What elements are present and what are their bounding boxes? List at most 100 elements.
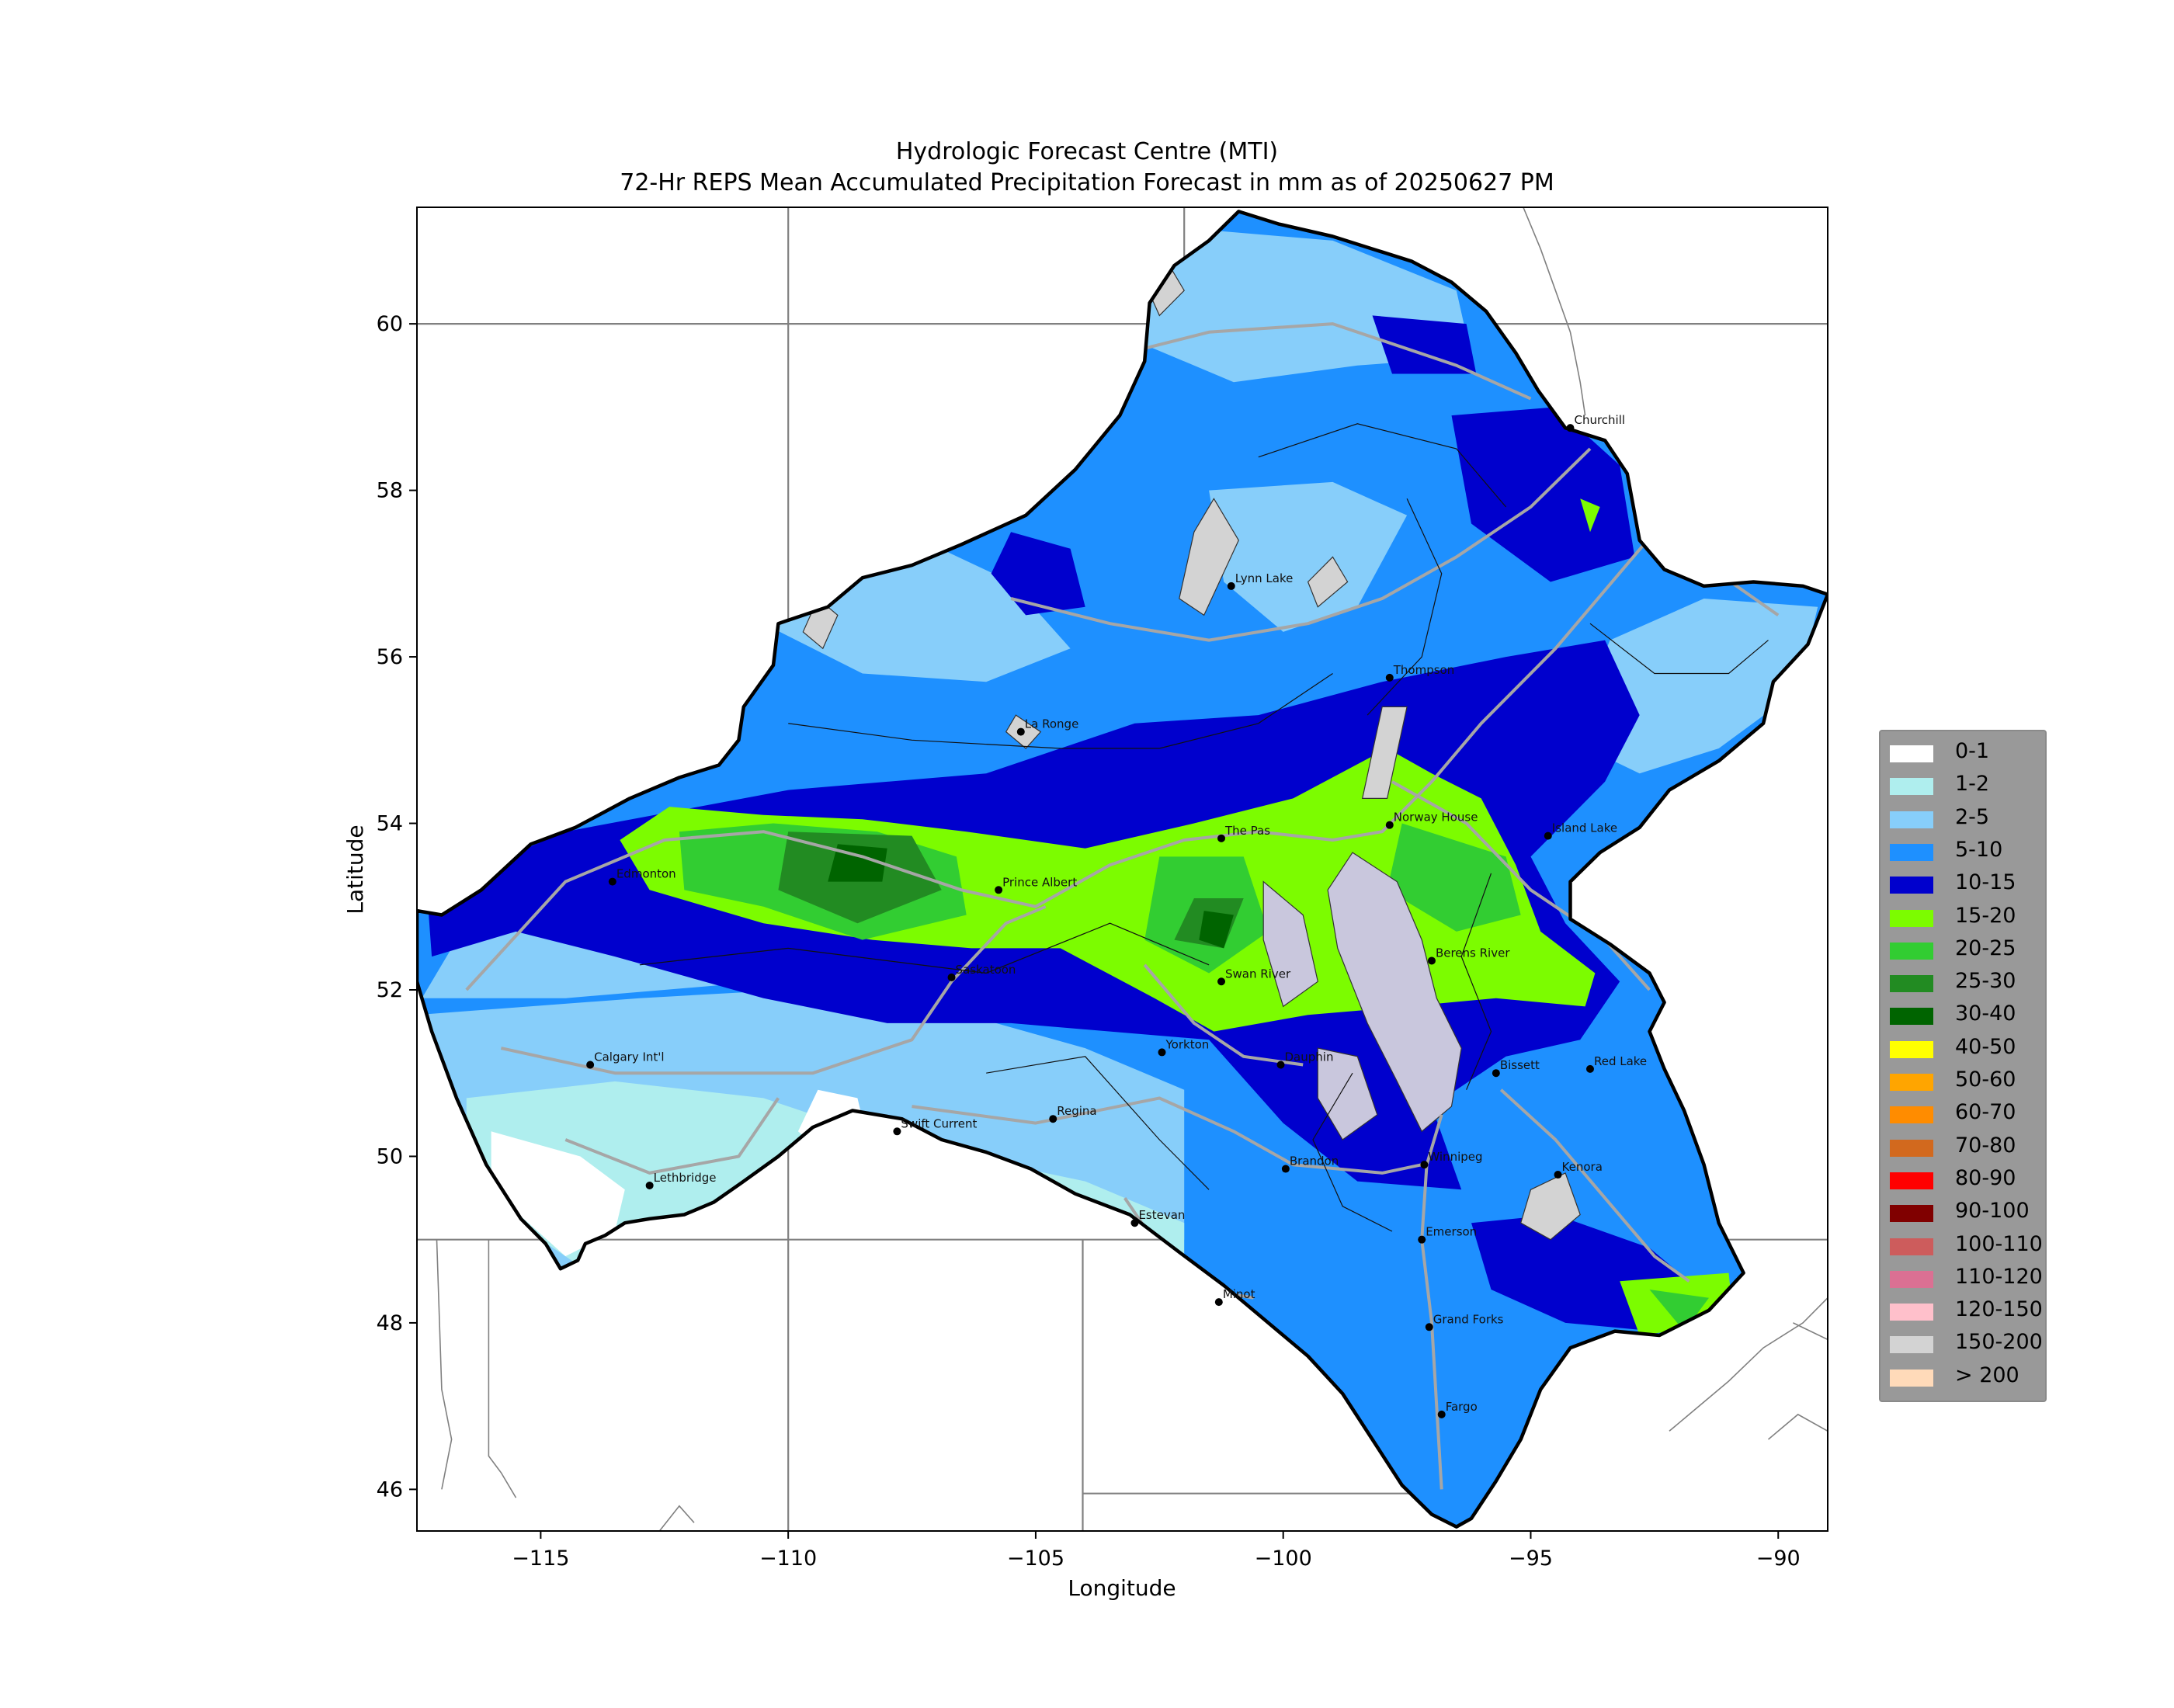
city-label: The Pas	[1224, 824, 1270, 838]
lake	[1317, 1047, 1378, 1140]
x-tick-label: −115	[512, 1547, 569, 1571]
x-tick-label: −100	[1255, 1547, 1312, 1571]
city-label: Dauphin	[1285, 1050, 1334, 1064]
legend-item: 50-60	[1890, 1066, 2045, 1097]
legend-swatch	[1890, 909, 1933, 927]
legend-swatch	[1890, 1270, 1933, 1288]
city-marker	[1554, 1171, 1562, 1179]
coastline	[1669, 1297, 1828, 1432]
legend-item: 10-15	[1890, 869, 2045, 900]
river-network	[465, 322, 1780, 1490]
legend-label: 25-30	[1955, 969, 2016, 994]
coastline	[436, 1239, 453, 1490]
city-marker	[1585, 1064, 1594, 1073]
lake	[1307, 556, 1349, 608]
chart-subtitle: 72-Hr REPS Mean Accumulated Precipitatio…	[620, 169, 1554, 196]
lake	[1179, 498, 1239, 616]
legend-swatch	[1890, 1040, 1933, 1058]
precip-band-30-40	[1199, 911, 1234, 949]
city-label: Calgary Int'l	[594, 1050, 664, 1064]
legend-swatch	[1890, 1106, 1933, 1124]
legend-label: 0-1	[1955, 739, 1990, 763]
x-tick-label: −95	[1509, 1547, 1553, 1571]
city-label: Estevan	[1138, 1208, 1185, 1222]
city-label: Berens River	[1436, 946, 1510, 960]
legend-label: 150-200	[1955, 1330, 2043, 1355]
city-label: Thompson	[1393, 663, 1454, 677]
city-label: Winnipeg	[1428, 1150, 1482, 1164]
y-axis-ticks: 46 48 50 52 54 56 58 60	[377, 312, 417, 1501]
city-marker	[1281, 1165, 1290, 1173]
subbasin-line	[1258, 423, 1507, 508]
city-marker	[1492, 1069, 1500, 1078]
y-tick-label: 58	[377, 479, 403, 503]
legend-swatch	[1890, 843, 1933, 861]
y-tick-label: 54	[377, 812, 403, 836]
city-marker	[1427, 956, 1436, 965]
coastline	[658, 1505, 695, 1531]
city-label: Lynn Lake	[1235, 571, 1294, 585]
city-marker	[1566, 424, 1575, 432]
legend-label: 80-90	[1955, 1165, 2016, 1190]
legend-swatch	[1890, 1336, 1933, 1354]
city-label: Red Lake	[1594, 1054, 1647, 1068]
river	[1420, 1114, 1443, 1490]
y-tick-label: 52	[377, 978, 403, 1002]
lake	[1361, 706, 1408, 799]
legend-item: 150-200	[1890, 1328, 2045, 1359]
subbasin-line	[1312, 1072, 1393, 1232]
city-marker	[1385, 673, 1394, 682]
city-marker	[1276, 1061, 1285, 1069]
legend-swatch	[1890, 1238, 1933, 1255]
river	[500, 904, 1047, 1075]
legend-label: 100-110	[1955, 1231, 2043, 1256]
city-label: Swift Current	[901, 1116, 977, 1130]
chart-title: Hydrologic Forecast Centre (MTI)	[895, 138, 1279, 165]
city-marker	[1425, 1323, 1433, 1331]
city-marker	[586, 1061, 595, 1069]
subbasin-line	[1589, 623, 1769, 675]
coastline	[1767, 1413, 1828, 1440]
city-marker	[1049, 1115, 1057, 1123]
subbasin-line	[639, 922, 1210, 974]
city-label: Minot	[1223, 1287, 1255, 1301]
legend-swatch	[1890, 975, 1933, 993]
coastline	[1793, 1322, 1828, 1341]
precip-band-10-15	[991, 532, 1085, 616]
city-marker	[893, 1127, 901, 1136]
city-label: Edmonton	[616, 867, 676, 881]
city-marker	[1130, 1219, 1139, 1227]
map-content: Churchill Lynn Lake Thompson La Ronge The Pa…	[417, 207, 1828, 1531]
y-tick-label: 56	[377, 645, 403, 669]
city-marker	[608, 877, 616, 886]
legend-item: 5-10	[1890, 836, 2045, 867]
city-label: Norway House	[1394, 811, 1478, 824]
city-marker	[1420, 1161, 1429, 1169]
legend-label: > 200	[1955, 1363, 2019, 1387]
legend-label: 1-2	[1955, 772, 1990, 797]
river	[1499, 1088, 1690, 1283]
legend-label: 40-50	[1955, 1034, 2016, 1059]
legend-label: 20-25	[1955, 936, 2016, 960]
x-tick-label: −105	[1007, 1547, 1064, 1571]
legend-swatch	[1890, 1074, 1933, 1091]
legend-swatch	[1890, 778, 1933, 796]
precip-band-10-15	[1372, 315, 1477, 374]
river	[1010, 447, 1592, 642]
legend-label: 110-120	[1955, 1264, 2043, 1289]
legend-swatch	[1890, 1205, 1933, 1223]
legend-label: 2-5	[1955, 804, 1990, 829]
river	[1143, 963, 1304, 1067]
lake	[1327, 852, 1462, 1133]
legend-swatch	[1890, 877, 1933, 894]
legend-swatch	[1890, 745, 1933, 762]
legend-swatch	[1890, 1139, 1933, 1157]
legend-item: > 200	[1890, 1362, 2045, 1393]
coastline	[488, 1239, 517, 1498]
city-marker	[1385, 821, 1394, 829]
precip-band-30-40	[828, 844, 887, 882]
legend-label: 60-70	[1955, 1100, 2016, 1125]
city-label: Kenora	[1562, 1160, 1603, 1174]
lake	[1262, 880, 1318, 1008]
